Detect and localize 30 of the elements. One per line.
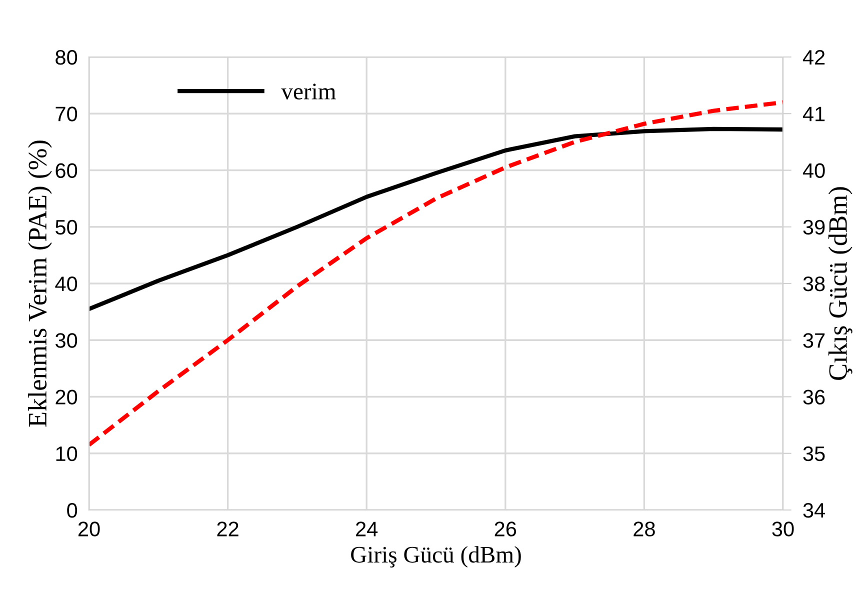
y2-tick-label: 35 xyxy=(803,446,825,462)
y-tick-label: 50 xyxy=(56,220,78,235)
y-tick-label: 60 xyxy=(56,163,78,178)
x-tick-label: 20 xyxy=(78,522,100,536)
x-tick-label: 30 xyxy=(772,522,794,536)
y-tick-label: 0 xyxy=(67,503,78,518)
legend-label: verim xyxy=(281,84,336,100)
y-tick-label: 80 xyxy=(56,50,78,65)
y2-tick-label: 34 xyxy=(803,503,826,518)
x-tick-label: 26 xyxy=(494,522,516,536)
y-tick-label: 20 xyxy=(56,390,78,405)
y2-tick-label: 37 xyxy=(803,333,825,348)
line-series xyxy=(89,100,783,447)
y-tick-label: 10 xyxy=(56,446,78,462)
y2-tick-label: 36 xyxy=(803,390,825,405)
y-tick-label: 70 xyxy=(56,106,78,122)
x-tick-label: 22 xyxy=(217,522,238,536)
y2-axis-title: Çıkış Gücü (dBm) xyxy=(828,187,852,380)
x-tick-label: 28 xyxy=(634,522,655,536)
y2-tick-label: 39 xyxy=(803,220,825,235)
x-tick-label: 24 xyxy=(356,522,378,536)
y-tick-label: 30 xyxy=(56,333,78,348)
y2-tick-label: 38 xyxy=(803,276,825,292)
y2-tick-label: 40 xyxy=(802,163,825,178)
x-axis-title: Giriş Gücü (dBm) xyxy=(351,546,521,568)
y2-tick-label: 41 xyxy=(802,106,825,122)
y2-tick-label: 42 xyxy=(802,50,825,65)
line-series xyxy=(89,126,783,312)
y-tick-label: 40 xyxy=(55,276,78,292)
y-axis-title: Eklenmis Verim (PAE) (%) xyxy=(28,140,52,427)
